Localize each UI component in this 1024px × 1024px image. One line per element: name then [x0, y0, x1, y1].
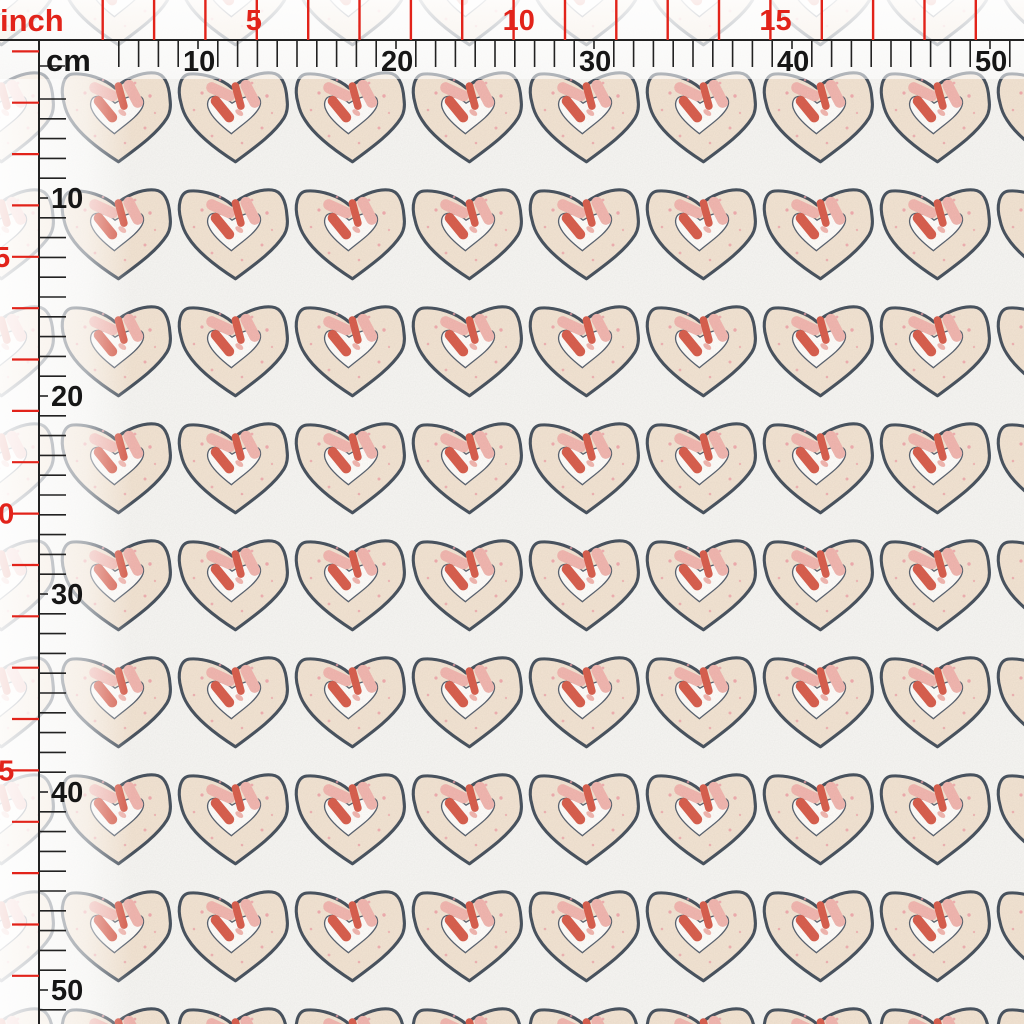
- svg-text:30: 30: [579, 46, 611, 78]
- svg-text:40: 40: [777, 46, 809, 78]
- svg-text:10: 10: [503, 5, 535, 37]
- svg-text:10: 10: [51, 183, 83, 215]
- svg-text:50: 50: [975, 46, 1007, 78]
- svg-text:5: 5: [0, 242, 10, 274]
- svg-text:30: 30: [51, 579, 83, 611]
- svg-text:50: 50: [51, 975, 83, 1007]
- svg-text:40: 40: [51, 777, 83, 809]
- svg-text:15: 15: [759, 5, 791, 37]
- svg-text:cm: cm: [46, 43, 91, 78]
- svg-text:inch: inch: [0, 3, 64, 38]
- svg-text:20: 20: [51, 381, 83, 413]
- svg-text:15: 15: [0, 755, 14, 787]
- svg-text:20: 20: [381, 46, 413, 78]
- svg-text:5: 5: [246, 5, 262, 37]
- svg-text:10: 10: [183, 46, 215, 78]
- svg-text:10: 10: [0, 499, 14, 531]
